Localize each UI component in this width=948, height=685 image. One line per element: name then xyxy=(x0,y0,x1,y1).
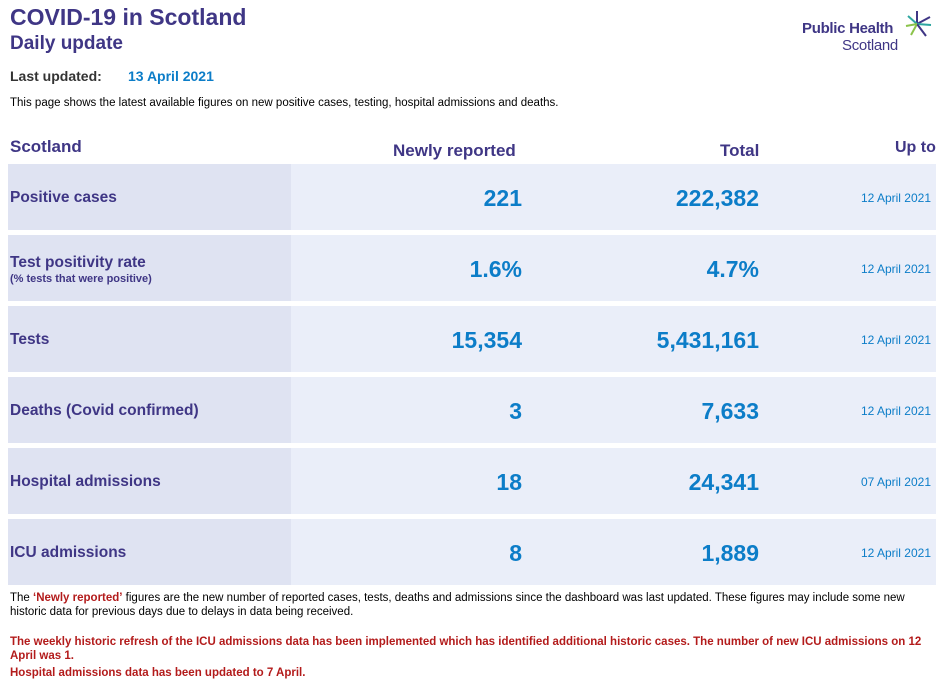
row-label: Deaths (Covid confirmed) xyxy=(10,402,199,419)
row-label-cell: Hospital admissions xyxy=(8,448,291,514)
row-label: Test positivity rate xyxy=(10,254,146,271)
phs-logo: Public Health Scotland xyxy=(802,10,942,56)
page-subtitle: Daily update xyxy=(10,33,123,54)
newly-reported-value: 3 xyxy=(509,398,522,424)
table-row: Test positivity rate (% tests that were … xyxy=(8,235,936,301)
note-prefix: The xyxy=(10,592,34,604)
row-label: Tests xyxy=(10,331,50,348)
up-to-date: 12 April 2021 xyxy=(860,333,931,347)
newly-reported-value: 15,354 xyxy=(451,327,522,353)
newly-reported-value: 18 xyxy=(496,469,522,495)
column-header-scotland: Scotland xyxy=(10,137,82,156)
row-label-cell: Positive cases xyxy=(8,164,291,230)
up-to-date: 07 April 2021 xyxy=(860,475,931,489)
row-label-cell: Test positivity rate (% tests that were … xyxy=(8,235,291,301)
total-value: 7,633 xyxy=(701,398,759,424)
row-label-cell: Deaths (Covid confirmed) xyxy=(8,377,291,443)
table-row: Tests 15,354 5,431,161 12 April 2021 xyxy=(8,306,936,372)
row-label: Positive cases xyxy=(10,189,117,206)
table-row: ICU admissions 8 1,889 12 April 2021 xyxy=(8,519,936,585)
up-to-date: 12 April 2021 xyxy=(860,546,931,560)
logo-line2: Scotland xyxy=(842,37,898,54)
total-value: 24,341 xyxy=(688,469,759,495)
row-values-cell xyxy=(291,448,936,514)
public-health-scotland-star-icon xyxy=(905,11,932,37)
up-to-date: 12 April 2021 xyxy=(860,191,931,205)
row-label: ICU admissions xyxy=(10,544,127,561)
newly-reported-note: The ‘Newly reported’ figures are the new… xyxy=(10,591,930,619)
total-value: 4.7% xyxy=(706,256,759,282)
row-values-cell xyxy=(291,235,936,301)
row-sublabel: (% tests that were positive) xyxy=(10,273,152,285)
total-value: 5,431,161 xyxy=(656,327,759,353)
note-suffix: figures are the new number of reported c… xyxy=(10,592,905,618)
last-updated-label: Last updated: xyxy=(10,68,102,84)
row-label-cell: Tests xyxy=(8,306,291,372)
up-to-date: 12 April 2021 xyxy=(860,404,931,418)
up-to-date: 12 April 2021 xyxy=(860,262,931,276)
row-values-cell xyxy=(291,164,936,230)
newly-reported-value: 221 xyxy=(483,185,522,211)
table-row: Hospital admissions 18 24,341 07 April 2… xyxy=(8,448,936,514)
column-header-newly-reported: Newly reported xyxy=(393,141,516,160)
newly-reported-value: 1.6% xyxy=(469,256,522,282)
table-row: Deaths (Covid confirmed) 3 7,633 12 Apri… xyxy=(8,377,936,443)
column-header-up-to: Up to xyxy=(895,139,936,156)
last-updated-value: 13 April 2021 xyxy=(128,68,214,84)
note-highlight: ‘Newly reported’ xyxy=(33,592,123,604)
row-label-cell: ICU admissions xyxy=(8,519,291,585)
newly-reported-value: 8 xyxy=(509,540,522,566)
hospital-update-note: Hospital admissions data has been update… xyxy=(10,667,306,679)
column-header-total: Total xyxy=(720,141,760,160)
page-title: COVID-19 in Scotland xyxy=(10,4,247,30)
row-values-cell xyxy=(291,377,936,443)
total-value: 222,382 xyxy=(675,185,759,211)
icu-refresh-note: The weekly historic refresh of the ICU a… xyxy=(10,636,922,662)
row-values-cell xyxy=(291,519,936,585)
row-values-cell xyxy=(291,306,936,372)
total-value: 1,889 xyxy=(701,540,759,566)
row-label: Hospital admissions xyxy=(10,473,161,490)
logo-line1: Public Health xyxy=(802,20,894,37)
intro-text: This page shows the latest available fig… xyxy=(10,97,559,109)
table-row: Positive cases 221 222,382 12 April 2021 xyxy=(8,164,936,230)
